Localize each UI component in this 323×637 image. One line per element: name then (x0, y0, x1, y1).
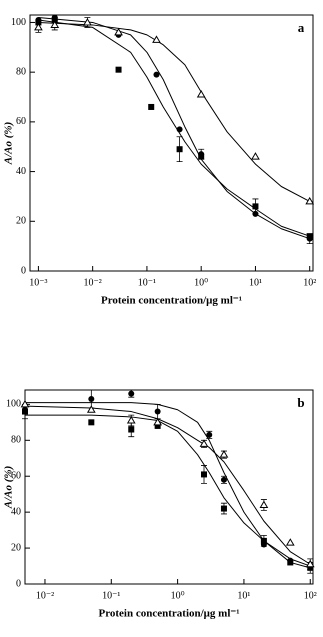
point (201, 471, 208, 478)
x-tick-label: 10¹ (237, 590, 250, 601)
y-axis-title: A/Ao (%) (3, 466, 15, 509)
point (152, 35, 161, 43)
y-tick-label: 40 (11, 506, 21, 517)
y-axis-title: A/Ao (%) (3, 122, 15, 165)
point (287, 559, 294, 566)
point (83, 17, 92, 26)
y-tick-label: 40 (16, 166, 26, 177)
point (22, 408, 28, 415)
point (305, 559, 315, 568)
point (148, 103, 155, 110)
x-tick-label: 10² (303, 277, 316, 288)
point (153, 417, 163, 426)
x-axis-title: Protein concentration/μg ml⁻¹ (98, 608, 239, 620)
point (128, 426, 135, 433)
point (154, 422, 161, 429)
point (86, 405, 96, 413)
fit-curve (38, 21, 310, 202)
plot-frame (29, 14, 314, 272)
x-axis-title: Protein concentration/μg ml⁻¹ (101, 295, 242, 307)
point (88, 419, 95, 426)
point (219, 450, 229, 458)
y-tick-label: 100 (6, 399, 21, 410)
y-tick-label: 80 (11, 435, 21, 446)
y-tick-label: 20 (16, 216, 26, 227)
x-tick-label: 10⁻² (84, 277, 102, 288)
fit-curve (38, 16, 310, 240)
point (34, 22, 43, 31)
x-tick-label: 10⁻¹ (138, 277, 156, 288)
x-tick-label: 10⁻¹ (102, 590, 120, 601)
x-tick-label: 10⁰ (171, 590, 185, 601)
point (176, 146, 183, 153)
point (306, 233, 313, 240)
point (196, 90, 206, 98)
point (115, 66, 122, 73)
point (259, 500, 269, 508)
point (126, 416, 136, 424)
x-tick-label: 10⁻² (36, 590, 54, 601)
point (128, 390, 135, 397)
point (206, 431, 213, 438)
fit-curve (38, 19, 310, 237)
point (50, 20, 60, 28)
x-tick-label: 10² (304, 590, 317, 601)
point (285, 538, 295, 546)
point (251, 152, 260, 160)
x-tick-label: 10⁻³ (29, 277, 47, 288)
panel-label: a (298, 20, 305, 35)
x-tick-label: 10⁰ (194, 277, 208, 288)
x-tick-label: 10¹ (249, 277, 262, 288)
point (252, 203, 259, 210)
point (20, 399, 30, 408)
fit-curve (24, 405, 311, 565)
point (305, 196, 315, 205)
point (199, 439, 209, 447)
point (220, 476, 227, 483)
point (153, 71, 160, 78)
plot-frame (24, 389, 314, 585)
y-tick-label: 0 (21, 265, 26, 276)
point (154, 408, 161, 415)
y-tick-label: 60 (16, 116, 26, 127)
point (260, 537, 267, 544)
point (220, 505, 227, 512)
panel-label: b (297, 395, 304, 410)
y-tick-label: 20 (11, 542, 21, 553)
fit-curve (25, 414, 311, 567)
y-tick-label: 100 (11, 17, 26, 28)
point (198, 153, 205, 160)
y-tick-label: 60 (11, 471, 21, 482)
point (114, 27, 123, 36)
point (88, 395, 95, 402)
y-tick-label: 80 (16, 66, 26, 77)
y-tick-label: 0 (16, 578, 21, 589)
